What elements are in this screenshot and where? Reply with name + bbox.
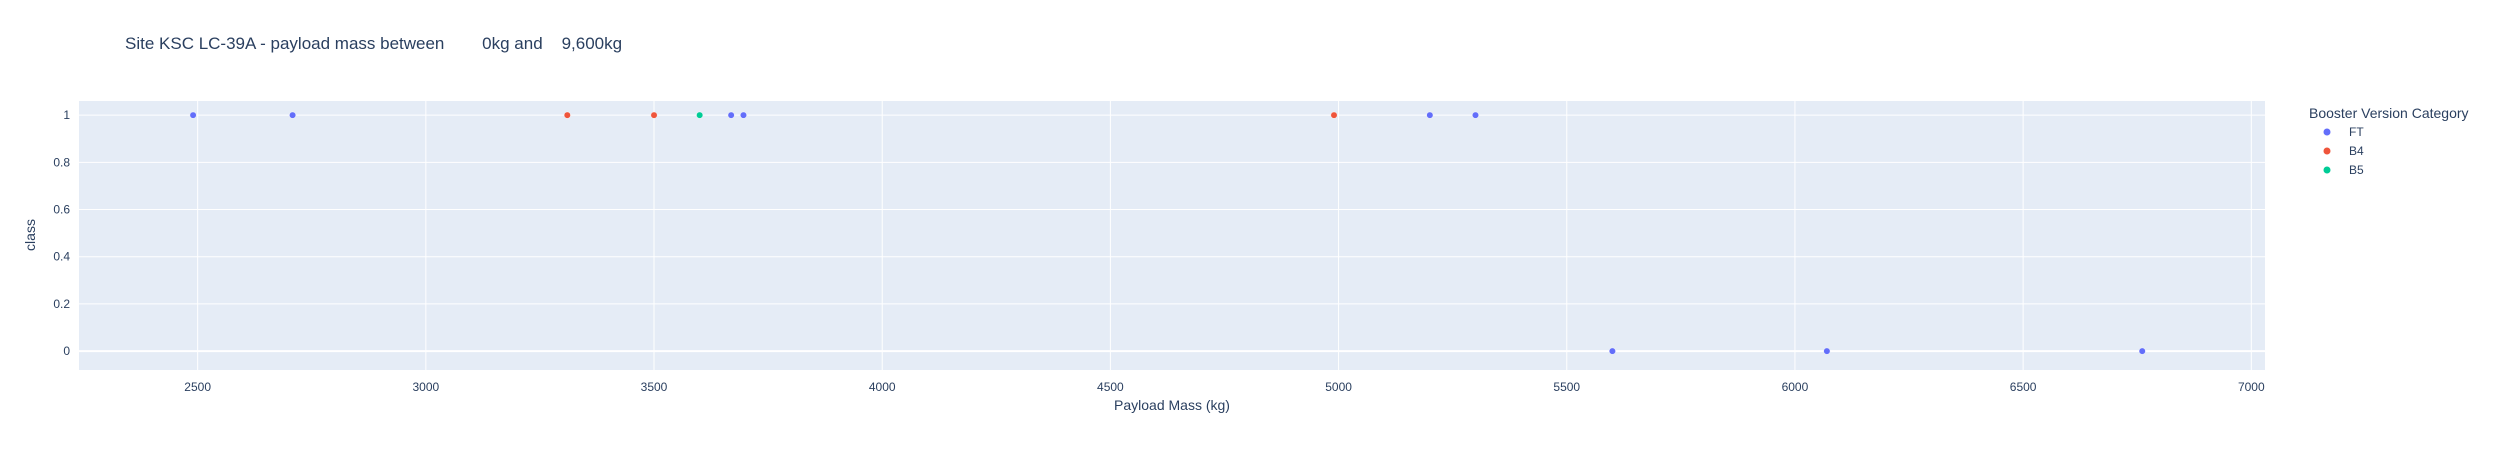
y-tick-label-0.6: 0.6: [53, 203, 70, 217]
data-point-FT: [727, 111, 735, 119]
legend-title: Booster Version Category: [2309, 105, 2469, 121]
y-tick-label-0: 0: [63, 344, 70, 358]
data-point-FT: [289, 111, 296, 119]
chart-title: Site KSC LC-39A - payload mass between 0…: [125, 34, 622, 53]
plot-background: [79, 101, 2265, 370]
series-FT: [189, 111, 2146, 355]
x-tick-label-2500: 2500: [184, 380, 211, 394]
x-tick-label-5500: 5500: [1553, 380, 1580, 394]
data-point-B4: [1330, 111, 1338, 119]
x-axis: 2500 3000 3500 4000 4500 5000 5500 6000 6500 7000: [184, 380, 2265, 394]
data-point-FT: [189, 111, 197, 119]
x-tick-label-4000: 4000: [869, 380, 896, 394]
x-axis-title: Payload Mass (kg): [1114, 397, 1230, 413]
legend: Booster Version Category FT B4 B5: [2309, 105, 2469, 177]
x-tick-label-5000: 5000: [1325, 380, 1352, 394]
y-axis-title: class: [22, 219, 38, 251]
y-tick-label-0.8: 0.8: [53, 155, 70, 169]
data-point-B4: [650, 111, 658, 119]
series-B5: [696, 111, 704, 119]
y-tick-label-0.2: 0.2: [53, 297, 70, 311]
legend-label-B4: B4: [2349, 144, 2364, 158]
x-tick-label-4500: 4500: [1097, 380, 1124, 394]
y-axis: 0 0.2 0.4 0.6 0.8 1: [53, 108, 70, 358]
legend-label-FT: FT: [2349, 125, 2364, 139]
legend-marker-B5: [2323, 166, 2331, 174]
data-point-FT: [1472, 111, 1479, 119]
data-point-FT: [740, 111, 747, 119]
plot-area: [79, 101, 2265, 370]
x-tick-label-6500: 6500: [2010, 380, 2037, 394]
data-point-B4: [563, 111, 571, 119]
x-tick-label-7000: 7000: [2238, 380, 2265, 394]
x-tick-label-3500: 3500: [641, 380, 668, 394]
data-point-FT: [2138, 347, 2146, 355]
legend-marker-FT: [2323, 128, 2331, 136]
x-tick-label-3000: 3000: [412, 380, 439, 394]
y-tick-label-0.4: 0.4: [53, 250, 70, 264]
data-point-B5: [696, 111, 704, 119]
legend-label-B5: B5: [2349, 163, 2364, 177]
legend-marker-B4: [2323, 147, 2331, 155]
series-B4: [563, 111, 1338, 119]
data-point-FT: [1823, 347, 1831, 355]
data-point-FT: [1608, 347, 1616, 355]
x-tick-label-6000: 6000: [1782, 380, 1809, 394]
data-point-FT: [1426, 111, 1434, 119]
y-tick-label-1: 1: [63, 108, 70, 122]
